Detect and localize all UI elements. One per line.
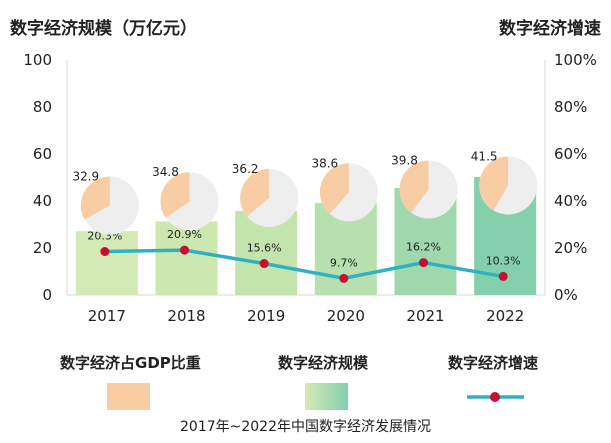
growth-value-label: 15.6% xyxy=(247,242,282,255)
bar-2017 xyxy=(75,231,138,295)
left-tick-label: 100 xyxy=(23,51,52,69)
left-tick-label: 20 xyxy=(33,239,52,257)
x-tick-label: 2022 xyxy=(486,307,524,325)
left-tick-label: 60 xyxy=(33,145,52,163)
pie-value-label: 36.2 xyxy=(232,162,259,176)
growth-point-2021 xyxy=(419,258,428,268)
pie-slice-2020 xyxy=(319,163,349,215)
right-tick-label: 20% xyxy=(554,239,587,257)
x-tick-label: 2017 xyxy=(88,307,126,325)
legend-label-gdp-share: 数字经济占GDP比重 xyxy=(60,354,201,372)
growth-point-2019 xyxy=(259,259,269,269)
pie-slice-2018 xyxy=(160,172,190,218)
x-tick-label: 2021 xyxy=(406,307,444,325)
growth-point-2018 xyxy=(180,245,189,255)
left-axis-title: 数字经济规模（万亿元） xyxy=(10,19,197,39)
legend-swatch-growth-marker xyxy=(490,392,500,402)
growth-value-label: 20.9% xyxy=(167,228,202,241)
pie-value-label: 39.8 xyxy=(391,153,418,167)
growth-value-label: 16.2% xyxy=(406,241,441,254)
pie-slice-2022 xyxy=(479,156,509,211)
right-tick-label: 100% xyxy=(554,51,597,69)
growth-point-2022 xyxy=(498,271,508,281)
growth-value-label: 9.7% xyxy=(330,256,358,269)
growth-point-2020 xyxy=(339,273,349,283)
right-tick-label: 40% xyxy=(554,192,587,210)
right-tick-label: 60% xyxy=(554,145,587,163)
left-tick-label: 40 xyxy=(33,192,52,210)
chart-caption: 2017年~2022年中国数字经济发展情况 xyxy=(180,419,431,435)
bar-2018 xyxy=(155,221,218,295)
x-tick-label: 2020 xyxy=(327,307,365,325)
right-tick-label: 80% xyxy=(554,98,587,116)
pie-slice-2021 xyxy=(399,160,429,213)
legend-swatch-gdp-share xyxy=(107,383,150,410)
pie-slice-2017 xyxy=(80,176,110,220)
left-tick-label: 0 xyxy=(42,286,52,304)
left-tick-label: 80 xyxy=(33,98,52,116)
growth-value-label: 10.3% xyxy=(486,254,521,267)
legend-swatch-scale xyxy=(305,383,348,410)
right-axis-title: 数字经济增速 xyxy=(499,19,601,39)
legend-label-scale: 数字经济规模 xyxy=(278,354,369,372)
pie-slice-2019 xyxy=(240,168,270,217)
pie-value-label: 34.8 xyxy=(152,165,179,179)
x-tick-label: 2018 xyxy=(167,307,205,325)
growth-point-2017 xyxy=(100,247,110,257)
growth-line xyxy=(104,248,504,281)
right-tick-label: 0% xyxy=(554,286,578,304)
pie-value-label: 38.6 xyxy=(311,156,338,170)
legend-label-growth: 数字经济增速 xyxy=(448,354,539,372)
pie-value-label: 32.9 xyxy=(72,170,99,184)
x-tick-label: 2019 xyxy=(247,307,285,325)
pie-value-label: 41.5 xyxy=(471,149,498,163)
